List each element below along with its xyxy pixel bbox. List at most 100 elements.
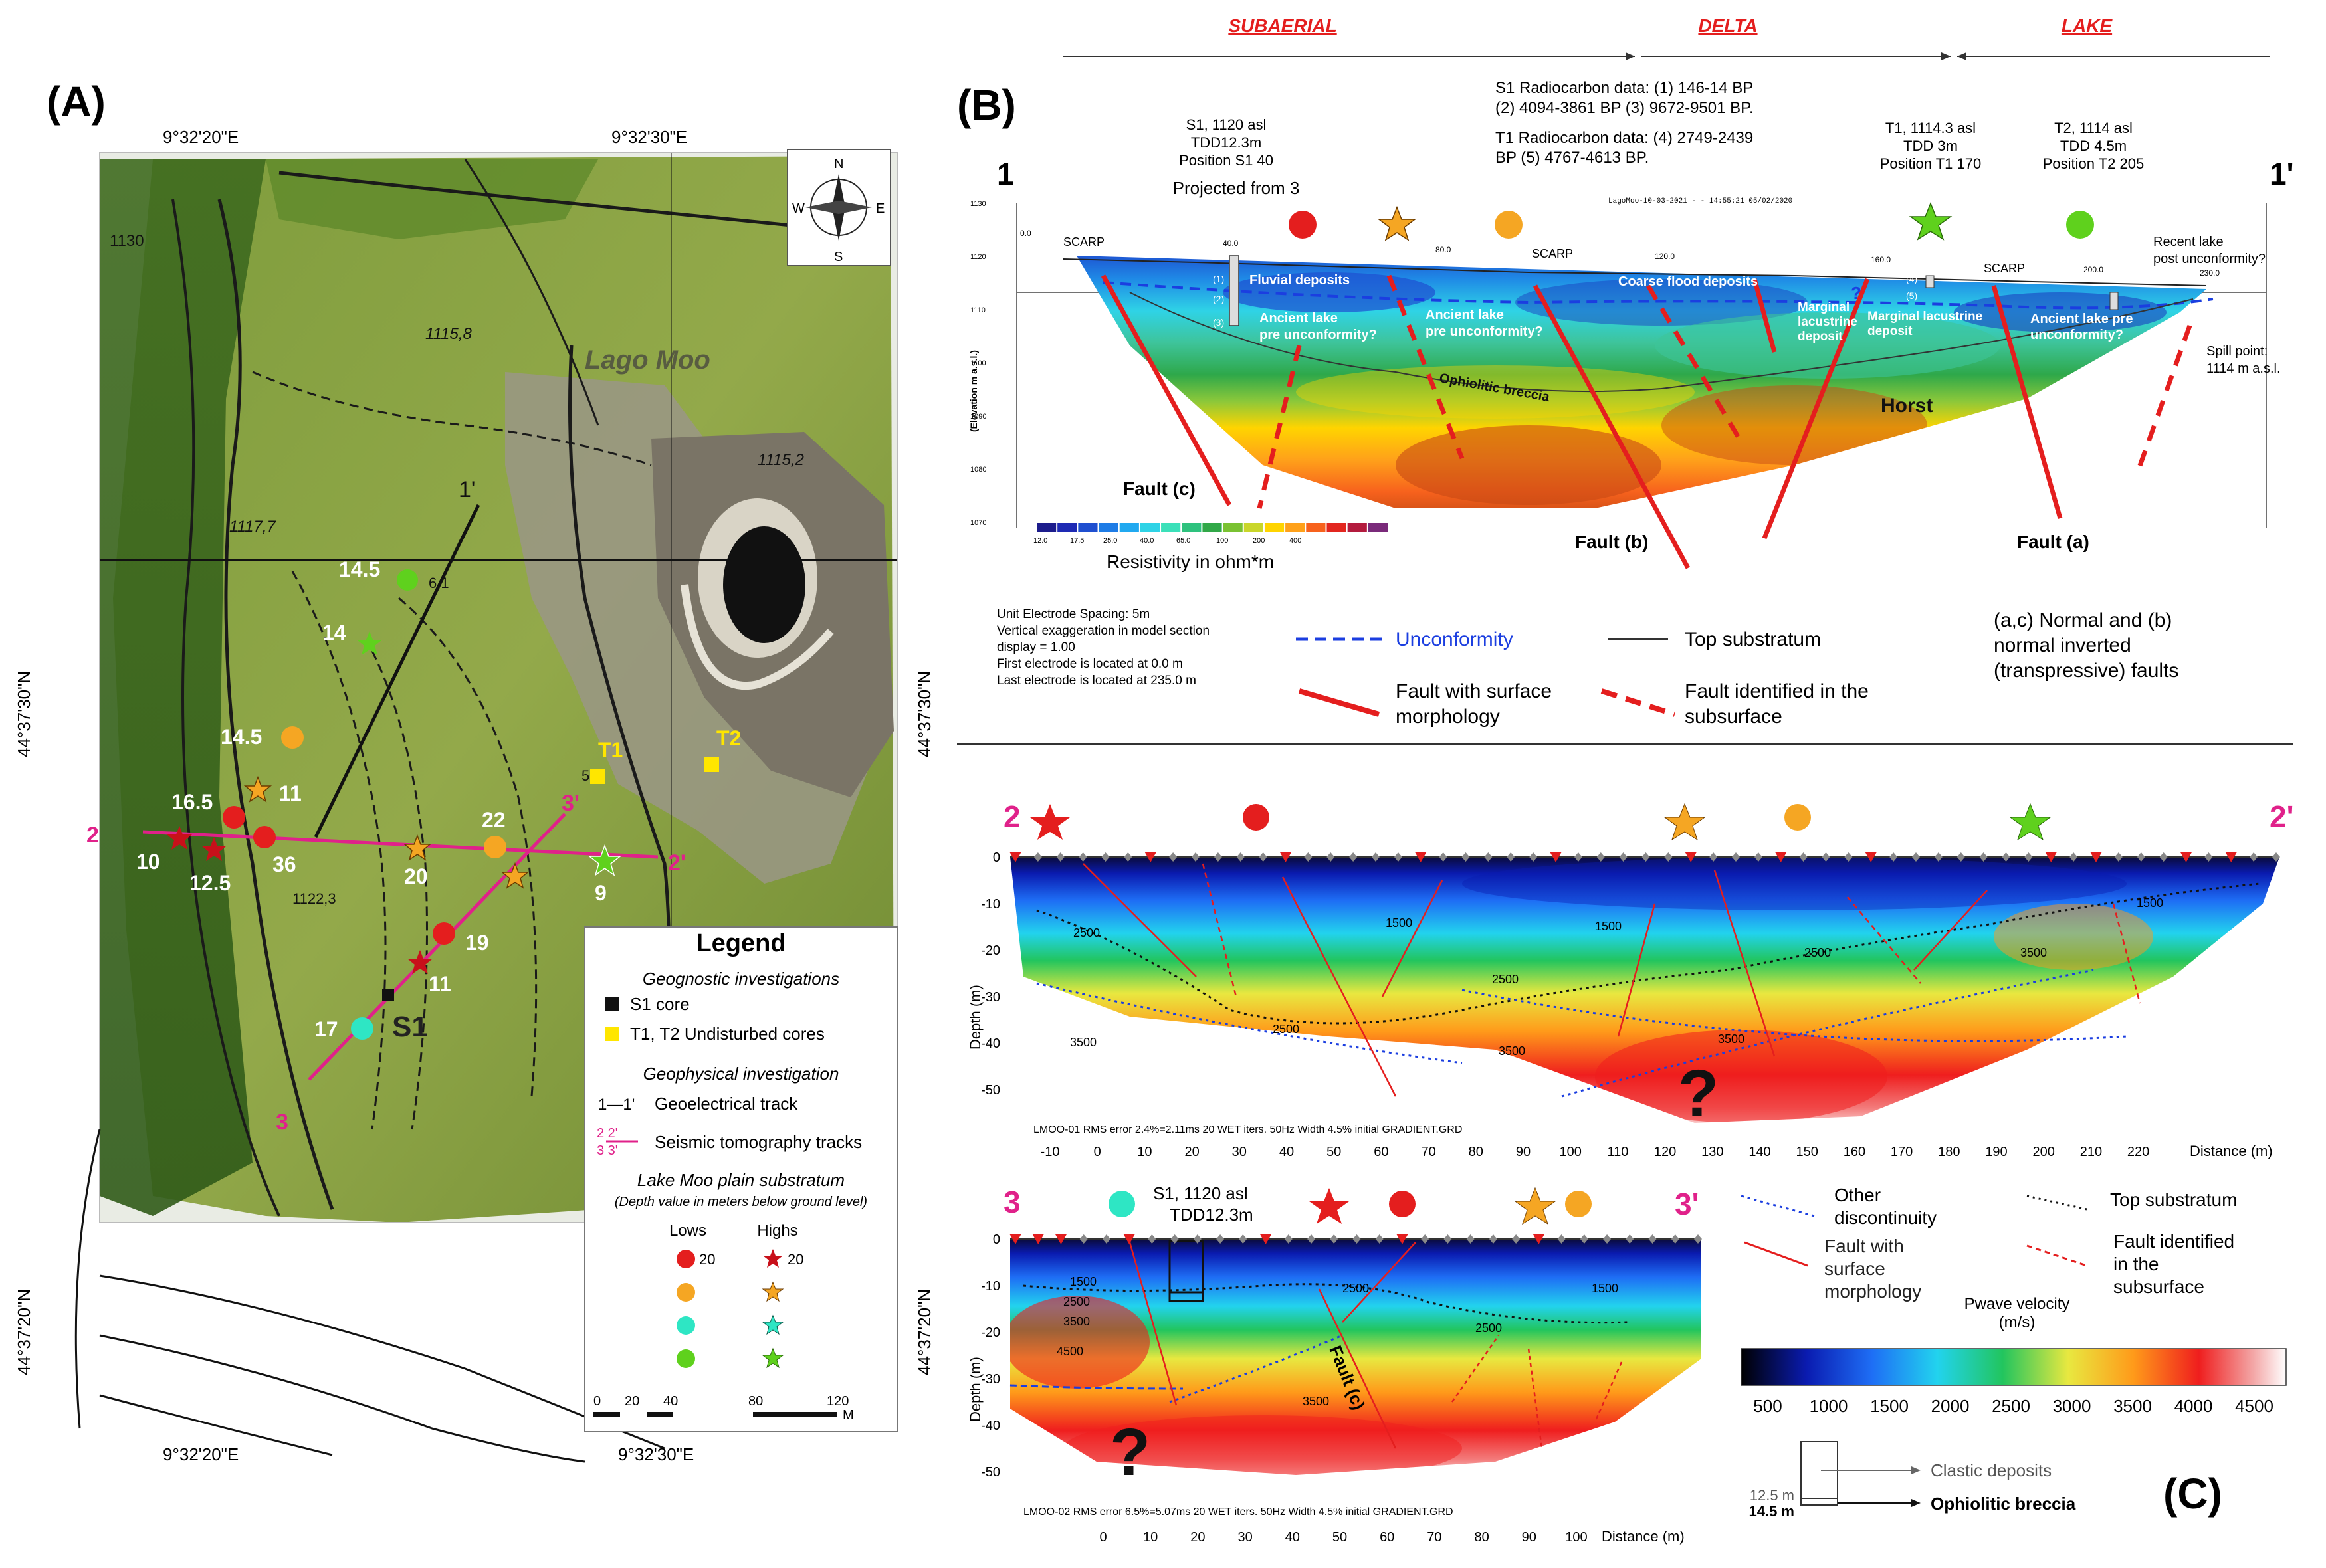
resistivity-swatch [1182,523,1202,532]
zone-lake: LAKE [2062,15,2113,36]
velocity-tick-label: 1500 [1870,1396,1909,1416]
depth-9: 9 [595,881,607,905]
core-num-5: (5) [1906,290,1917,301]
compass-e: E [876,201,885,216]
legend-core-box [1800,1441,1838,1506]
geophone-icon [1352,1234,1361,1244]
sec2-question: ? [1678,1056,1719,1131]
distance-tick-label: 30 [1237,1530,1252,1545]
t1-core-marker [590,769,605,784]
fault-subsurface-mid [1386,274,1465,460]
geophone-icon [1033,852,1042,862]
shot-point-icon [1414,852,1427,862]
high-marker-red-c [407,950,433,974]
geophone-icon [1102,1234,1110,1244]
distance-tick-label: 180 [1938,1145,1960,1159]
sec2-contour-1: 1500 [1386,916,1412,930]
contour-label-1115-2: 1115,2 [758,451,804,469]
elev-1090: 1090 [970,413,986,421]
t2-info-2: TDD 4.5m [2060,138,2127,154]
b-marker-orange [1495,211,1523,239]
scale-40: 40 [663,1394,678,1409]
zone-subaerial: SUBAERIAL [1228,15,1336,36]
geophone-icon [1754,852,1762,862]
resistivity-swatch [1264,523,1285,532]
s1-core-marker [382,989,394,1001]
shot-point-icon [1009,1234,1021,1244]
res-tick-200: 200 [1253,537,1265,545]
lon-top-right: 9°32'30"E [611,127,687,147]
geoelectrical-track-line [314,504,480,838]
distance-tick-label: 210 [2080,1145,2102,1159]
scarp-1: SCARP [1063,235,1105,248]
sec2-contour-6: 2500 [1804,946,1831,959]
shot-point-icon [1123,1234,1136,1244]
sec2-contour-10: 3500 [1499,1044,1525,1058]
geophone-icon [1512,1234,1521,1244]
distance-tick-label: 20 [1190,1530,1205,1545]
geophone-icon [1330,1234,1338,1244]
resistivity-swatch [1037,523,1057,532]
res-tick-12: 12.0 [1033,537,1047,545]
compass-s: S [834,250,843,264]
c2-star-green [2009,803,2052,841]
geophone-icon [1307,1234,1316,1244]
distance-tick-label: 220 [2127,1145,2149,1159]
label-ancient-lake2-b: pre unconformity? [1426,324,1543,339]
res-tick-400: 400 [1289,537,1301,545]
velocity-section-3 [1010,1239,1701,1475]
sec3-contour-2500: 2500 [1063,1295,1090,1308]
legend-c-other-2: discontinuity [1834,1207,1937,1228]
core-num-2: (2) [1213,294,1224,304]
resistivity-swatch [1243,523,1263,532]
resistivity-colorbar [1037,523,1388,532]
sec3-d50: -50 [981,1465,1000,1480]
geophone-icon [1169,852,1178,862]
depth-12-5: 12.5 [189,871,231,895]
geophone-icon [1216,1234,1225,1244]
geophone-icon [1284,1234,1293,1244]
legend-c-fault-surface-1: Fault with [1824,1236,1904,1256]
core-num-1: (1) [1213,274,1224,284]
geophone-icon [1732,852,1740,862]
legend-clastic: Clastic deposits [1931,1460,2052,1480]
elev-1120: 1120 [970,253,986,261]
velocity-tick-label: 500 [1753,1396,1782,1416]
legend-c-fault-surface-2: surface [1824,1258,1885,1279]
scale-unit: M [843,1408,854,1422]
shot-point-icon [1055,1234,1067,1244]
label-question: ? [1851,283,1861,303]
c2-star-orange [1663,803,1706,841]
t1-info-2: TDD 3m [1903,138,1958,154]
distance-tick-label: 40 [1285,1530,1300,1545]
shot-point-icon [2180,852,2192,862]
sec3-contour-1500: 1500 [1070,1275,1097,1288]
sec3-contour-3500: 3500 [1063,1315,1090,1328]
label-spill-a: Spill point: [2206,344,2268,359]
geophone-icon [1193,1234,1202,1244]
s1-info-2: TDD12.3m [1191,134,1261,151]
compass-rose-icon: N S E W [787,149,891,266]
legend-c-pwave-2: (m/s) [1999,1314,2036,1331]
legend-title: Legend [696,930,786,957]
distance-tick-label: 190 [1985,1145,2007,1159]
elev-1070: 1070 [970,519,986,527]
legend-substratum-sub: (Depth value in meters below ground leve… [615,1195,867,1209]
sec2-start: 2 [1004,799,1021,834]
core-num-3: (3) [1213,317,1224,328]
t2-core-marker [704,757,719,772]
velocity-tick-label: 3500 [2113,1396,2152,1416]
low-marker-green [397,569,418,591]
geophone-icon [2114,852,2123,862]
label-marginal2-b: deposit [1867,324,1913,338]
fault-c-subsurface [1257,345,1302,509]
res-tick-25: 25.0 [1103,537,1117,545]
scarp-3: SCARP [1984,262,2025,275]
shot-point-icon [2045,852,2058,862]
shot-point-icon [2225,852,2238,862]
fault-b-inverted [1762,278,1870,539]
geophone-icon [2204,852,2213,862]
scale-80: 80 [748,1394,763,1409]
legend-fault-subsurface-2: subsurface [1685,706,1782,728]
legend-fault-types-1: (a,c) Normal and (b) [1994,609,2172,631]
